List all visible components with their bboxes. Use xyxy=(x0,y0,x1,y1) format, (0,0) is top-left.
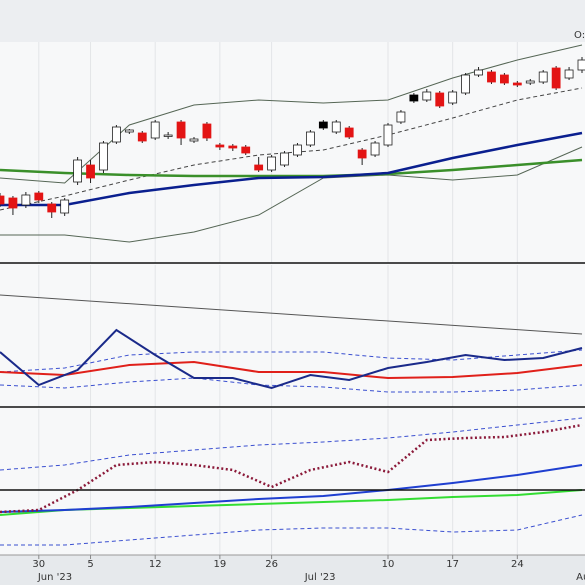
candle-body xyxy=(8,197,18,209)
x-tick-label: 5 xyxy=(87,559,93,570)
candle-body xyxy=(512,82,522,86)
indicator-line xyxy=(0,377,583,393)
candle-body xyxy=(293,144,302,156)
indicator-line xyxy=(0,146,583,243)
candle-body xyxy=(448,91,458,104)
candle-body xyxy=(228,145,238,149)
candle-body xyxy=(357,149,367,159)
indicator-line xyxy=(0,360,583,380)
x-tick-label: 30 xyxy=(32,559,45,570)
candle-body xyxy=(47,203,57,213)
header-label: O: xyxy=(574,30,585,41)
candle-body xyxy=(241,146,251,154)
candle-body xyxy=(409,94,419,102)
candle-body xyxy=(34,192,44,201)
candle-body xyxy=(137,132,147,142)
month-label: Jul '23 xyxy=(304,572,336,583)
indicator-line xyxy=(0,87,583,211)
indicator-line xyxy=(0,294,583,335)
x-axis-background xyxy=(0,555,585,585)
candle-body xyxy=(435,92,445,107)
indicator-line xyxy=(0,514,583,546)
x-tick-label: 17 xyxy=(446,559,459,570)
candle-body xyxy=(21,194,31,206)
candle-body xyxy=(0,195,5,205)
candle-body xyxy=(215,144,225,148)
candle-body xyxy=(383,124,393,146)
candle-body xyxy=(189,138,199,142)
candle-body xyxy=(254,164,264,171)
candle-body xyxy=(396,111,406,123)
candle-body xyxy=(461,74,471,94)
candle-body xyxy=(344,127,354,138)
candle-body xyxy=(112,126,121,143)
candle-body xyxy=(538,71,548,83)
indicator-line xyxy=(0,328,583,390)
x-tick-label: 19 xyxy=(213,559,226,570)
month-label: Jun '23 xyxy=(37,572,72,583)
candle-body xyxy=(150,121,160,139)
candle-body xyxy=(525,80,535,84)
candle-body xyxy=(487,71,496,83)
x-tick-label: 10 xyxy=(382,559,395,570)
indicator-line xyxy=(0,44,583,184)
indicator-line xyxy=(0,131,583,207)
candle-body xyxy=(331,121,341,133)
candle-body xyxy=(422,91,432,101)
candle-body xyxy=(267,156,277,171)
indicator-line xyxy=(0,423,583,514)
month-label: Aug xyxy=(576,572,585,583)
x-tick-label: 12 xyxy=(149,559,162,570)
plot-background xyxy=(0,42,585,555)
candle-body xyxy=(370,142,380,156)
candle-body xyxy=(474,69,483,76)
candle-body xyxy=(176,121,186,139)
candle-body xyxy=(280,152,289,166)
indicator-line xyxy=(0,158,583,178)
candle-body xyxy=(60,199,70,214)
candle-body xyxy=(73,159,82,183)
candle-body xyxy=(577,59,585,71)
candle-body xyxy=(202,123,212,139)
candle-body xyxy=(499,74,509,84)
indicator-line xyxy=(0,464,583,513)
candle-body xyxy=(163,134,173,137)
candle-body xyxy=(564,69,574,79)
x-tick-label: 26 xyxy=(265,559,278,570)
x-tick-label: 24 xyxy=(511,559,524,570)
candle-body xyxy=(124,129,134,133)
candle-body xyxy=(318,121,328,129)
candle-body xyxy=(99,142,108,171)
header-bar xyxy=(0,0,585,42)
candle-body xyxy=(305,131,315,146)
candle-body xyxy=(551,67,561,89)
candle-body xyxy=(86,164,95,179)
